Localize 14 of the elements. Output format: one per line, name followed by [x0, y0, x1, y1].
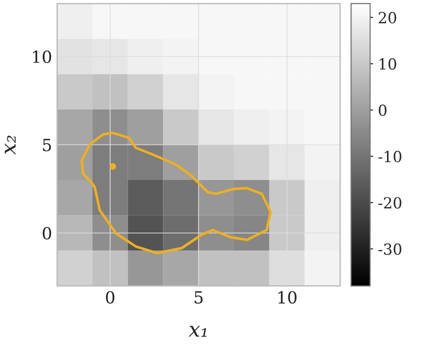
- color-bar-label: 0: [378, 104, 386, 116]
- color-bar-label: -20: [378, 197, 402, 209]
- y-tick-label: 10: [33, 50, 52, 64]
- x-tick-label: 0: [106, 291, 114, 304]
- color-bar-label: -30: [378, 243, 402, 255]
- color-bar-label: 10: [380, 58, 396, 70]
- y-tick-label: 0: [42, 226, 52, 240]
- x-axis-title: x₁: [188, 326, 206, 337]
- x-tick-label: 10: [278, 291, 297, 304]
- color-bar-label: 20: [378, 12, 396, 24]
- y-tick-label: 5: [43, 138, 51, 152]
- color-bar-label: -10: [378, 150, 402, 162]
- x-tick-label: 5: [194, 291, 203, 304]
- y-axis-title: x₂: [4, 136, 16, 155]
